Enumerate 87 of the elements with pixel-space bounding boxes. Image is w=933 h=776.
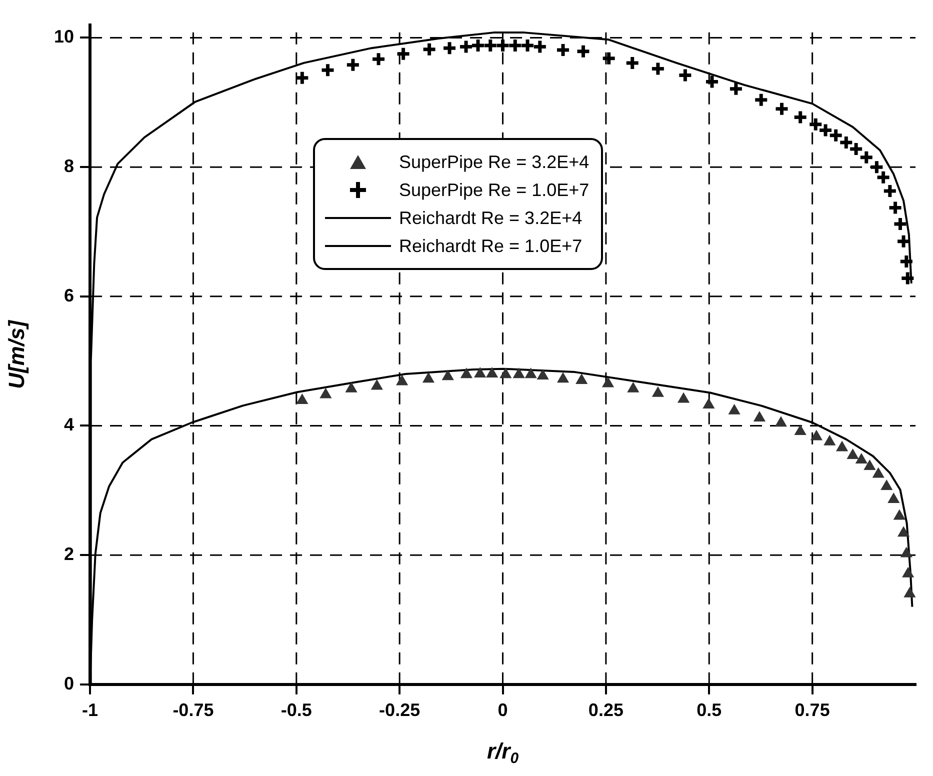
point (650, 61, 666, 77)
point (872, 468, 884, 478)
y-tick-label: 6 (64, 285, 74, 306)
point (847, 448, 858, 459)
point (624, 55, 640, 71)
point (864, 460, 876, 470)
y-tick-label: 10 (54, 26, 74, 47)
point (898, 526, 910, 537)
point (728, 81, 744, 97)
x-tick-label: 0.25 (588, 700, 624, 720)
point (792, 110, 808, 126)
point (320, 388, 332, 398)
point (794, 425, 806, 436)
point (652, 386, 664, 397)
legend-label: SuperPipe Re = 1.0E+7 (399, 180, 590, 200)
y-tick-label: 2 (64, 544, 74, 564)
point (602, 377, 614, 388)
x-tick-label: -0.5 (280, 700, 312, 720)
point (507, 38, 523, 54)
legend-label: Reichardt Re = 3.2E+4 (399, 208, 582, 228)
point (754, 411, 766, 422)
point (575, 44, 591, 60)
point (513, 368, 525, 378)
point (495, 38, 511, 54)
point (836, 441, 848, 452)
point (888, 200, 904, 216)
point (296, 394, 308, 404)
y-tick-label: 8 (64, 156, 74, 176)
point (753, 92, 769, 108)
point (824, 435, 836, 446)
point (856, 454, 868, 464)
point (678, 392, 690, 403)
point (520, 38, 536, 54)
x-tick-label: 0.5 (696, 700, 722, 720)
point (486, 368, 498, 378)
point (470, 38, 486, 54)
point (345, 57, 361, 73)
point (474, 368, 486, 378)
y-tick-label: 0 (64, 673, 74, 694)
point (904, 587, 916, 598)
legend-label: SuperPipe Re = 3.2E+4 (399, 152, 590, 172)
point (898, 254, 914, 270)
point (525, 368, 537, 378)
point (555, 42, 571, 58)
point (370, 51, 386, 67)
y-axis-title: U[m/s] (4, 320, 30, 389)
point (601, 50, 617, 66)
point (810, 430, 822, 440)
point (775, 416, 787, 427)
point (900, 270, 916, 286)
point (576, 374, 588, 384)
point (396, 375, 408, 386)
point (888, 492, 900, 503)
point (728, 404, 740, 414)
point (774, 101, 790, 117)
point (320, 62, 336, 78)
point (500, 368, 512, 378)
point (396, 46, 412, 62)
point (703, 398, 714, 409)
x-tick-label: -0.75 (172, 700, 214, 720)
point (902, 567, 914, 578)
point (482, 38, 498, 54)
point (880, 480, 892, 490)
legend-label: Reichardt Re = 1.0E+7 (399, 236, 582, 256)
point (346, 382, 357, 392)
point (677, 67, 693, 83)
point (537, 369, 548, 380)
point (458, 39, 474, 55)
point (442, 370, 454, 380)
point (371, 380, 383, 390)
point (532, 39, 548, 55)
x-tick-label: -0.25 (379, 700, 420, 720)
x-tick-label: 0.75 (794, 700, 830, 720)
point (892, 216, 908, 232)
point (442, 40, 458, 56)
point (882, 183, 898, 199)
point (704, 74, 720, 90)
point (422, 372, 434, 383)
x-tick-label: -1 (82, 700, 98, 720)
point (627, 382, 639, 392)
point (900, 547, 912, 558)
point (460, 368, 472, 378)
point (557, 372, 569, 383)
point (422, 42, 438, 58)
x-tick-label: 0 (498, 700, 508, 720)
y-tick-label: 4 (64, 414, 74, 435)
point (894, 510, 906, 520)
